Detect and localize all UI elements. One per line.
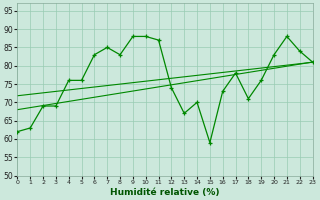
X-axis label: Humidité relative (%): Humidité relative (%) [110, 188, 220, 197]
